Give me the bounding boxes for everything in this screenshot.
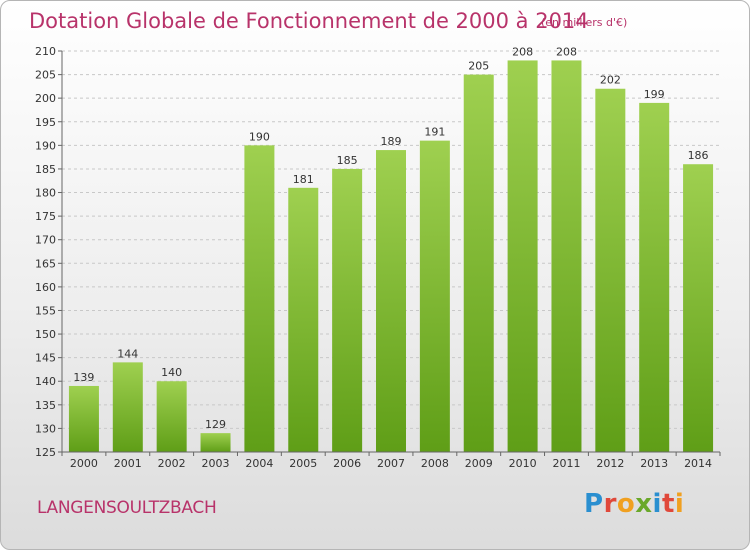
x-tick-label: 2007 <box>377 457 405 470</box>
logo-letter: x <box>635 489 653 519</box>
data-label-2005: 181 <box>293 173 314 186</box>
proxiti-logo: Proxiti <box>584 489 684 519</box>
y-tick-label: 140 <box>35 375 56 388</box>
x-tick-label: 2004 <box>245 457 273 470</box>
y-tick-label: 160 <box>35 281 56 294</box>
data-label-2008: 191 <box>424 126 445 139</box>
bar-2010 <box>507 60 538 452</box>
data-label-2010: 208 <box>512 45 533 58</box>
x-tick-label: 2013 <box>640 457 668 470</box>
bar-2012 <box>595 88 626 452</box>
y-tick-label: 200 <box>35 92 56 105</box>
y-tick-label: 135 <box>35 399 56 412</box>
x-tick-label: 2009 <box>465 457 493 470</box>
bar-2002 <box>156 381 187 452</box>
y-tick-label: 155 <box>35 304 56 317</box>
data-label-2004: 190 <box>249 130 270 143</box>
data-label-2003: 129 <box>205 418 226 431</box>
data-label-2006: 185 <box>337 154 358 167</box>
bar-2013 <box>639 102 670 453</box>
x-axis-ticks: 2000 2001 2002 2003 2004 2005 2006 2007 2008 2009… <box>61 452 721 470</box>
commune-name: LANGENSOULTZBACH <box>37 498 217 518</box>
y-tick-label: 185 <box>35 163 56 176</box>
x-tick-label: 2006 <box>333 457 361 470</box>
y-tick-label: 195 <box>35 116 56 129</box>
data-label-2011: 208 <box>556 45 577 58</box>
y-tick-label: 125 <box>35 446 56 459</box>
y-tick-label: 205 <box>35 69 56 82</box>
logo-letter: P <box>584 489 604 519</box>
logo-letter: i <box>652 489 662 519</box>
bar-2014 <box>683 164 714 453</box>
chart-unit: (en milliers d'€) <box>541 16 628 29</box>
bar-2000 <box>68 385 99 452</box>
x-tick-label: 2012 <box>596 457 624 470</box>
data-label-2000: 139 <box>73 371 94 384</box>
bar-2005 <box>288 187 319 452</box>
bar-2003 <box>200 433 231 452</box>
bar-2001 <box>112 362 143 452</box>
logo-letter: i <box>674 489 685 519</box>
x-tick-label: 2014 <box>684 457 712 470</box>
data-label-2012: 202 <box>600 74 621 87</box>
data-label-2014: 186 <box>688 149 709 162</box>
data-label-2009: 205 <box>468 60 489 73</box>
bar-2011 <box>551 60 582 452</box>
y-tick-label: 175 <box>35 210 56 223</box>
bars <box>68 60 714 453</box>
x-tick-label: 2001 <box>114 457 142 470</box>
data-label-2007: 189 <box>381 135 402 148</box>
logo-letter: t <box>661 489 675 519</box>
y-tick-label: 210 <box>35 45 56 58</box>
x-tick-label: 2000 <box>70 457 98 470</box>
bar-2006 <box>332 168 363 453</box>
y-tick-label: 170 <box>35 234 56 247</box>
x-tick-label: 2008 <box>421 457 449 470</box>
x-tick-label: 2002 <box>158 457 186 470</box>
x-tick-label: 2005 <box>289 457 317 470</box>
y-tick-label: 150 <box>35 328 56 341</box>
data-label-2001: 144 <box>117 347 138 360</box>
bar-2009 <box>463 74 494 453</box>
chart-title: Dotation Globale de Fonctionnement de 20… <box>29 9 589 33</box>
bar-2007 <box>376 150 406 452</box>
y-tick-label: 145 <box>35 352 56 365</box>
x-tick-label: 2011 <box>552 457 580 470</box>
data-labels: 139 144 140 129 190 181 185 189 191 205 208 208 202 1… <box>73 45 708 431</box>
y-tick-label: 130 <box>35 422 56 435</box>
data-label-2002: 140 <box>161 366 182 379</box>
y-axis-ticks: 125 130 135 140 145 150 155 160 165 170 175 180 185 1… <box>35 45 62 459</box>
logo-letter: o <box>616 489 636 519</box>
x-tick-label: 2003 <box>202 457 230 470</box>
y-tick-label: 180 <box>35 187 56 200</box>
logo-letter: r <box>603 489 617 519</box>
data-label-2013: 199 <box>644 88 665 101</box>
bar-2008 <box>419 140 450 452</box>
x-tick-label: 2010 <box>509 457 537 470</box>
y-tick-label: 165 <box>35 257 56 270</box>
bar-2004 <box>244 145 275 452</box>
y-tick-label: 190 <box>35 139 56 152</box>
